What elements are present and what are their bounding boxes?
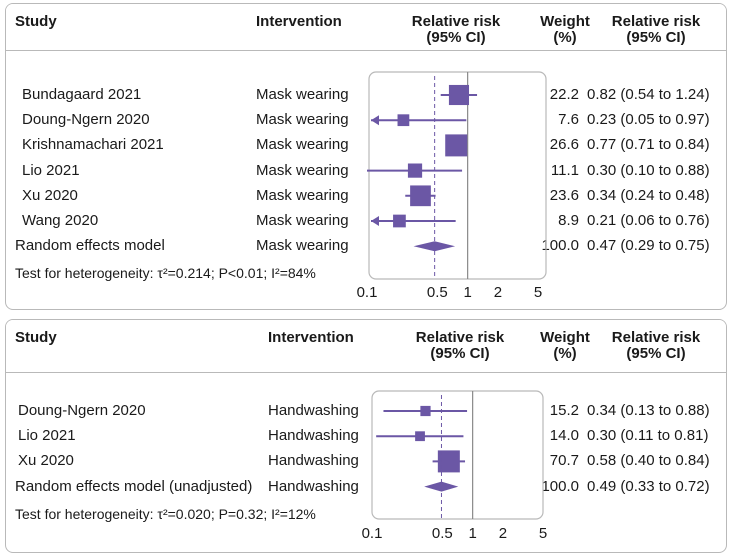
study-estimate-box: [397, 114, 410, 127]
header-weight: Weight: [540, 329, 590, 346]
ci-text: 0.77 (0.71 to 0.84): [587, 136, 710, 154]
header-rr-text-ci: (95% CI): [626, 29, 686, 46]
study-estimate-box: [415, 431, 425, 442]
weight-value: 22.2: [549, 86, 579, 103]
header-weight: Weight: [540, 13, 590, 30]
x-tick-label: 0.1: [357, 284, 378, 301]
study-name: Krishnamachari 2021: [22, 136, 164, 154]
ci-arrow: [371, 115, 379, 126]
ci-arrow: [371, 216, 379, 226]
forest-plot: 0.1 0.5 1 2 5: [357, 71, 547, 301]
x-tick-label: 0.5: [432, 525, 453, 542]
intervention: Mask wearing: [256, 86, 349, 103]
weight-value: 15.2: [549, 402, 579, 419]
ci-text: 0.49 (0.33 to 0.72): [587, 477, 710, 495]
study-name: Lio 2021: [18, 427, 76, 445]
intervention: Mask wearing: [256, 136, 349, 154]
header-study: Study: [15, 13, 57, 30]
ci-text: 0.34 (0.24 to 0.48): [587, 186, 710, 204]
intervention: Mask wearing: [256, 212, 349, 229]
x-tick-label: 5: [534, 284, 542, 301]
intervention: Handwashing: [268, 452, 359, 470]
forest-plot: 0.1 0.5 1 2 5: [362, 390, 547, 542]
ci-text: 0.30 (0.10 to 0.88): [587, 161, 710, 179]
x-tick-label: 5: [539, 525, 547, 542]
x-tick-label: 0.1: [362, 525, 383, 542]
intervention: Mask wearing: [256, 161, 349, 179]
header-weight-unit: (%): [553, 29, 577, 46]
study-estimate-box: [437, 450, 460, 473]
ci-text: 0.30 (0.11 to 0.81): [587, 427, 709, 445]
ci-text: 0.21 (0.06 to 0.76): [587, 212, 710, 229]
weight-value: 23.6: [549, 186, 579, 204]
forest-panel-masks: Study Intervention Relative risk (95% CI…: [5, 3, 727, 310]
study-name: Doung-Ngern 2020: [18, 402, 146, 419]
study-estimate-box: [448, 84, 470, 106]
study-name: Doung-Ngern 2020: [22, 111, 150, 129]
weight-value: 8.9: [558, 212, 579, 229]
header-rr: Relative risk: [411, 13, 501, 30]
intervention: Handwashing: [268, 427, 359, 445]
study-name: Bundagaard 2021: [22, 86, 142, 103]
x-tick-label: 2: [499, 525, 507, 542]
weight-value: 100.0: [541, 237, 579, 255]
header-weight-unit: (%): [553, 345, 577, 362]
table-header: Study Intervention Relative risk (95% CI…: [6, 4, 726, 51]
header-rr-text: Relative risk: [611, 13, 701, 30]
intervention: Mask wearing: [256, 111, 349, 129]
plot-frame: [371, 390, 544, 520]
weight-value: 100.0: [541, 477, 579, 495]
intervention: Mask wearing: [256, 237, 349, 255]
study-estimate-box: [420, 405, 431, 417]
ci-text: 0.58 (0.40 to 0.84): [587, 452, 710, 470]
ci-text: 0.34 (0.13 to 0.88): [587, 402, 710, 419]
heterogeneity-test: Test for heterogeneity: τ²=0.214; P<0.01…: [15, 265, 316, 281]
header-study: Study: [15, 329, 57, 346]
summary-label: Random effects model: [15, 237, 165, 255]
ci-text: 0.82 (0.54 to 1.24): [587, 86, 710, 103]
header-rr-text-ci: (95% CI): [626, 345, 686, 362]
ci-text: 0.47 (0.29 to 0.75): [587, 237, 710, 255]
intervention: Mask wearing: [256, 186, 349, 204]
table-header: Study Intervention Relative risk (95% CI…: [6, 320, 726, 373]
x-tick-label: 2: [494, 284, 502, 301]
forest-panel-handwashing: Study Intervention Relative risk (95% CI…: [5, 319, 727, 553]
weight-value: 26.6: [549, 136, 579, 154]
plot-frame: [368, 71, 547, 280]
ci-text: 0.23 (0.05 to 0.97): [587, 111, 710, 129]
weight-value: 7.6: [558, 111, 579, 129]
x-tick-label: 1: [463, 284, 471, 301]
weight-value: 14.0: [549, 427, 579, 445]
header-rr-ci: (95% CI): [430, 345, 490, 362]
x-tick-label: 0.5: [427, 284, 448, 301]
heterogeneity-test: Test for heterogeneity: τ²=0.020; P=0.32…: [15, 506, 316, 522]
study-estimate-box: [407, 163, 423, 178]
study-estimate-box: [445, 134, 468, 157]
header-intervention: Intervention: [268, 329, 354, 346]
header-rr: Relative risk: [415, 329, 505, 346]
weight-value: 70.7: [549, 452, 579, 470]
intervention: Handwashing: [268, 402, 359, 419]
study-estimate-box: [410, 185, 431, 207]
summary-label: Random effects model (unadjusted): [15, 477, 253, 495]
study-estimate-box: [393, 214, 406, 228]
intervention: Handwashing: [268, 477, 359, 495]
header-rr-ci: (95% CI): [426, 29, 486, 46]
weight-value: 11.1: [550, 161, 579, 179]
study-name: Lio 2021: [22, 161, 80, 179]
study-name: Xu 2020: [18, 452, 74, 470]
study-name: Wang 2020: [22, 212, 99, 229]
x-tick-label: 1: [468, 525, 476, 542]
header-rr-text: Relative risk: [611, 329, 701, 346]
study-name: Xu 2020: [22, 186, 78, 204]
header-intervention: Intervention: [256, 13, 342, 30]
